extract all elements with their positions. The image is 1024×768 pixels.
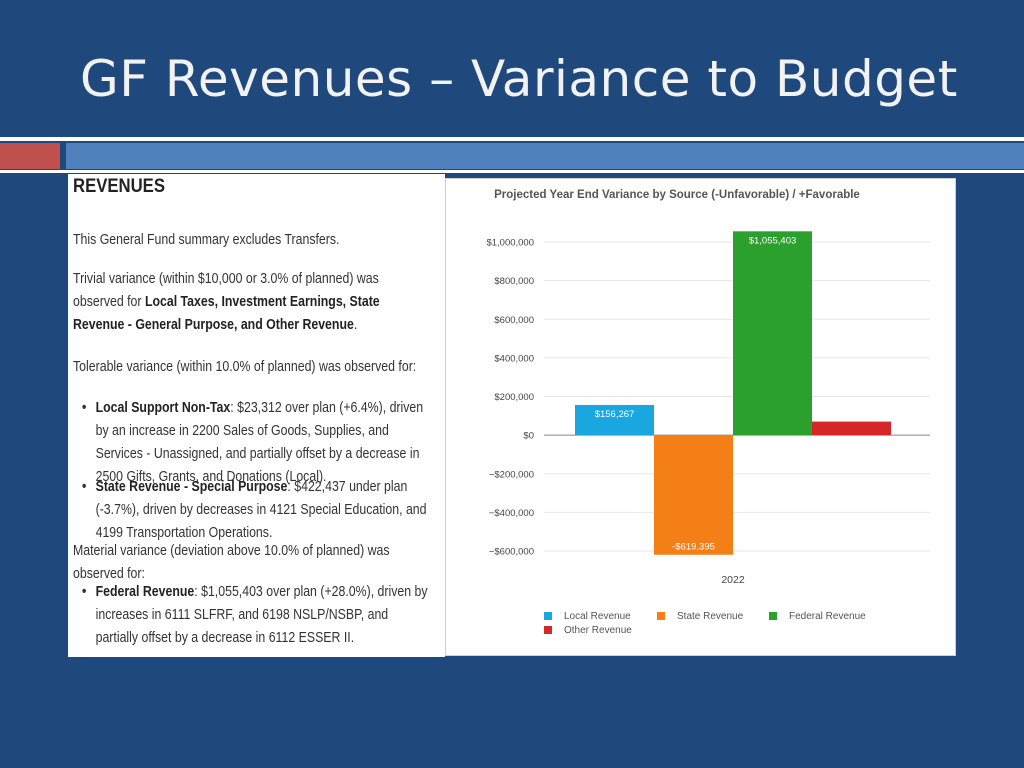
y-tick-label: $1,000,000	[486, 238, 534, 249]
tolerable-item: • State Revenue - Special Purpose: $422,…	[82, 476, 431, 545]
bullet-dot: •	[82, 584, 87, 600]
legend-label: Other Revenue	[564, 625, 632, 636]
x-tick-label: 2022	[721, 574, 745, 586]
bar	[733, 231, 812, 436]
slide-title: GF Revenues – Variance to Budget	[80, 50, 958, 108]
trivial-bold: Local Taxes, Investment Earnings, State …	[73, 294, 380, 333]
accent-divider	[0, 170, 1024, 173]
intro-paragraph: This General Fund summary excludes Trans…	[73, 232, 340, 248]
material-intro: Material variance (deviation above 10.0%…	[73, 543, 390, 582]
chart-title: Projected Year End Variance by Source (-…	[494, 189, 860, 201]
variance-chart-panel: Projected Year End Variance by Source (-…	[445, 178, 956, 656]
legend-swatch	[769, 612, 777, 620]
tolerable-item: • Local Support Non-Tax: $23,312 over pl…	[82, 397, 431, 489]
legend-label: State Revenue	[677, 611, 744, 622]
trivial-prefix: Trivial variance (within $10,000 or 3.0%…	[73, 271, 379, 310]
tolerable-intro: Tolerable variance (within 10.0% of plan…	[73, 359, 417, 375]
bar-data-label: $1,055,403	[749, 235, 797, 246]
title-divider	[0, 137, 1024, 141]
revenues-text-panel: REVENUES This General Fund summary exclu…	[68, 174, 445, 657]
y-tick-label: $800,000	[494, 276, 534, 287]
bar	[654, 435, 733, 555]
y-tick-label: −$400,000	[489, 508, 534, 519]
tolerable-item-text: : $422,437 under plan (-3.7%), driven by…	[95, 479, 427, 541]
tolerable-item-bold: Local Support Non-Tax	[95, 400, 231, 416]
trivial-paragraph: Trivial variance (within $10,000 or 3.0%…	[73, 268, 430, 337]
material-item: • Federal Revenue: $1,055,403 over plan …	[82, 581, 431, 650]
bar-data-label: $156,267	[595, 409, 635, 420]
y-tick-label: −$600,000	[489, 547, 534, 558]
y-tick-label: $400,000	[494, 353, 534, 364]
bar	[812, 421, 891, 436]
y-tick-label: $200,000	[494, 392, 534, 403]
accent-bar-blue	[66, 143, 1024, 169]
y-tick-label: $0	[523, 431, 534, 442]
material-item-bold: Federal Revenue	[95, 584, 195, 600]
legend-swatch	[544, 612, 552, 620]
bullet-dot: •	[82, 400, 87, 416]
y-tick-label: −$200,000	[489, 469, 534, 480]
bar-data-label: -$619,395	[672, 542, 715, 553]
y-tick-label: $600,000	[494, 315, 534, 326]
tolerable-item-bold: State Revenue - Special Purpose	[95, 479, 288, 495]
revenues-heading: REVENUES	[73, 176, 165, 197]
bullet-dot: •	[82, 479, 87, 495]
bar	[575, 404, 654, 436]
tolerable-item-text: : $23,312 over plan (+6.4%), driven by a…	[95, 400, 424, 485]
legend-label: Federal Revenue	[789, 611, 866, 622]
material-item-text: : $1,055,403 over plan (+28.0%), driven …	[95, 584, 428, 646]
legend-swatch	[657, 612, 665, 620]
legend-label: Local Revenue	[564, 611, 631, 622]
trivial-suffix: .	[353, 317, 358, 333]
legend-swatch	[544, 626, 552, 634]
variance-bar-chart: Projected Year End Variance by Source (-…	[486, 189, 930, 636]
accent-bar-red	[0, 143, 60, 169]
